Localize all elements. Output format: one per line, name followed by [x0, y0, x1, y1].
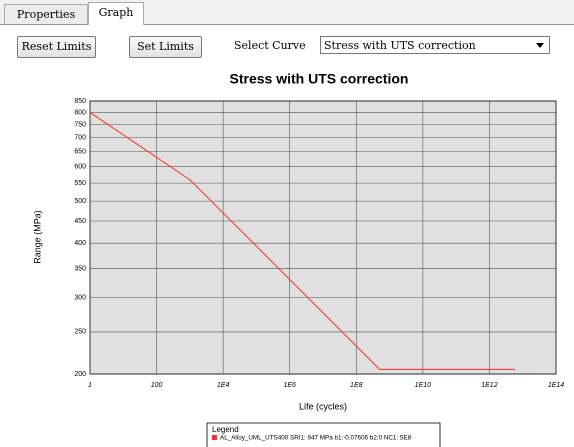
- tab[interactable]: Properties: [4, 4, 88, 24]
- y-tick-label: 850: [74, 98, 86, 105]
- x-tick-label: 1E6: [283, 382, 296, 389]
- tab[interactable]: Graph: [88, 2, 144, 25]
- series-line: [89, 112, 516, 370]
- x-tick-label: 1E10: [415, 382, 431, 389]
- y-tick-label: 450: [74, 218, 86, 225]
- y-tick-label: 550: [74, 180, 86, 187]
- y-tick-label: 200: [74, 371, 86, 378]
- y-tick-label: 350: [74, 265, 86, 272]
- y-tick-label: 250: [74, 329, 86, 336]
- legend-title: Legend: [212, 425, 239, 434]
- x-tick-label: 1E8: [350, 382, 363, 389]
- button[interactable]: Reset Limits: [17, 36, 96, 58]
- tab-bar: Properties Graph: [0, 0, 574, 25]
- plot-area: [89, 100, 557, 375]
- y-tick-label: 300: [74, 294, 86, 301]
- y-tick-label: 700: [74, 134, 86, 141]
- chart-title: Stress with UTS correction: [230, 71, 409, 87]
- x-tick-label: 100: [151, 382, 163, 389]
- x-tick-label: 1E12: [481, 382, 497, 389]
- button[interactable]: Set Limits: [129, 36, 202, 58]
- label: Select Curve: [234, 39, 306, 52]
- y-tick-label: 750: [74, 121, 86, 128]
- y-tick-label: 500: [74, 198, 86, 205]
- x-tick-label: 1: [88, 382, 92, 389]
- legend-label: AL_Alloy_UML_UTS400 SRI1: 947 MPa b1:-0.…: [220, 435, 412, 442]
- y-tick-label: 400: [74, 240, 86, 247]
- x-tick-label: 1E4: [217, 382, 230, 389]
- y-tick-label: 650: [74, 148, 86, 155]
- chart: Stress with UTS correction Range (MPa) L…: [32, 71, 564, 447]
- y-axis-label: Range (MPa): [32, 210, 42, 264]
- x-tick-label: 1E14: [548, 382, 564, 389]
- legend-box: [206, 422, 441, 447]
- x-axis-label: Life (cycles): [299, 401, 347, 411]
- dropdown[interactable]: Stress with UTS correction: [320, 36, 550, 54]
- y-tick-label: 800: [74, 109, 86, 116]
- legend-swatch: [212, 435, 217, 440]
- y-tick-label: 600: [74, 164, 86, 171]
